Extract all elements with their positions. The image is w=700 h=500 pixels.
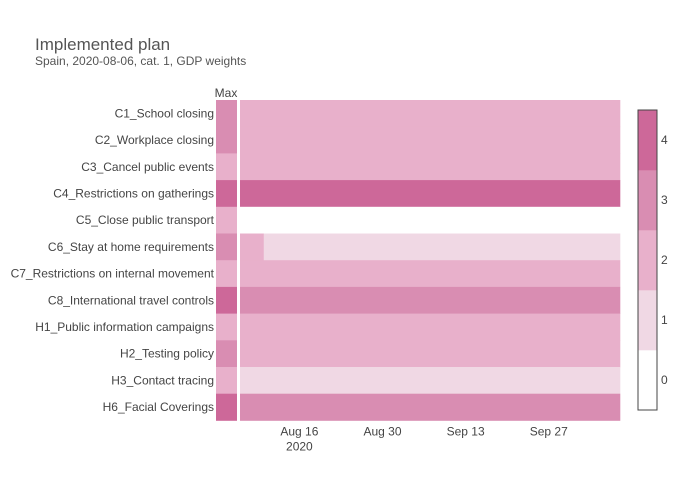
chart-title: Implemented plan [35, 35, 171, 54]
row-label: C5_Close public transport [76, 213, 215, 227]
heatmap-cell [240, 393, 621, 421]
row-label: C3_Cancel public events [81, 160, 214, 174]
row-label: C7_Restrictions on internal movement [11, 267, 215, 281]
row-labels: C1_School closing C2_Workplace closing C3_… [11, 106, 215, 414]
row-label: H1_Public information campaigns [35, 320, 214, 334]
row-label: H6_Facial Coverings [103, 400, 214, 414]
max-cell [216, 340, 237, 368]
max-cell [216, 100, 237, 128]
colorbar-band [638, 230, 657, 291]
colorbar-outline [637, 109, 658, 411]
heatmap-cell [240, 206, 621, 234]
row-label: C1_School closing [115, 106, 214, 120]
colorbar-band [638, 110, 657, 171]
heatmap-cell [240, 286, 621, 314]
max-cell [216, 286, 237, 314]
heatmap-cell [240, 367, 621, 395]
max-column [216, 100, 237, 421]
row-label: C8_International travel controls [48, 293, 214, 307]
chart-subtitle: Spain, 2020-08-06, cat. 1, GDP weights [35, 54, 247, 68]
colorbar-tick-label: 3 [661, 193, 668, 207]
max-cell [216, 367, 237, 395]
row-label: H3_Contact tracing [111, 373, 214, 387]
max-cell [216, 233, 237, 261]
colorbar: 0 1 2 3 4 [637, 109, 668, 411]
max-column-label: Max [215, 86, 238, 100]
x-tick-label: Sep 13 [447, 424, 485, 438]
colorbar-tick-label: 2 [661, 253, 668, 267]
max-cell [216, 393, 237, 421]
heatmap-cell [240, 126, 621, 154]
heatmap-cells [240, 100, 621, 421]
colorbar-tick-label: 4 [661, 133, 668, 147]
max-cell [216, 206, 237, 234]
max-cell [216, 260, 237, 288]
heatmap-cell [263, 233, 621, 261]
max-cell [216, 126, 237, 154]
colorbar-band [638, 170, 657, 231]
colorbar-tick-label: 1 [661, 313, 668, 327]
max-cell [216, 153, 237, 181]
x-tick-label: Sep 27 [530, 424, 568, 438]
max-cell [216, 180, 237, 208]
heatmap-cell [240, 313, 621, 341]
heatmap-cell [240, 260, 621, 288]
row-label: H2_Testing policy [120, 347, 214, 361]
x-tick-label: Aug 16 [280, 424, 318, 438]
row-label: C6_Stay at home requirements [48, 240, 214, 254]
max-cell [216, 313, 237, 341]
colorbar-tick-label: 0 [661, 373, 668, 387]
heatmap-cell [240, 153, 621, 181]
heatmap-cell [240, 180, 621, 208]
heatmap-cell [240, 233, 265, 261]
row-label: C4_Restrictions on gatherings [53, 186, 214, 200]
heatmap-cell [240, 340, 621, 368]
heatmap-cell [240, 100, 621, 128]
colorbar-band [638, 350, 657, 411]
x-tick-sublabel: 2020 [286, 439, 313, 453]
x-tick-label: Aug 30 [363, 424, 401, 438]
colorbar-band [638, 290, 657, 351]
row-label: C2_Workplace closing [95, 133, 214, 147]
